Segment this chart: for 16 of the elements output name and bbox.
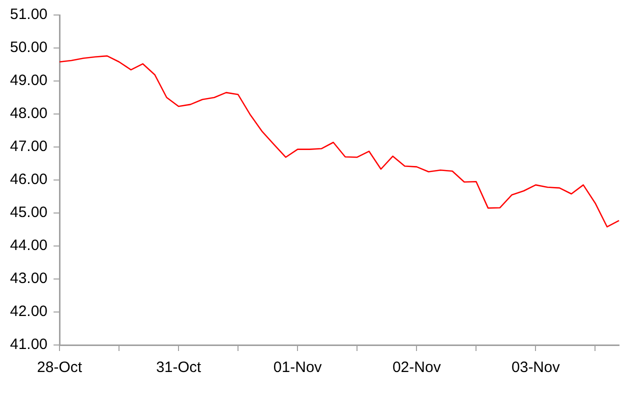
- y-tick-label: 49.00: [10, 72, 48, 90]
- y-tick-label: 47.00: [10, 138, 48, 156]
- x-tick-label: 31-Oct: [156, 359, 202, 376]
- y-tick-label: 46.00: [10, 171, 48, 188]
- y-tick-label: 48.00: [10, 105, 48, 122]
- y-tick-label: 43.00: [10, 270, 48, 288]
- y-tick-label: 45.00: [10, 204, 48, 222]
- y-tick-label: 41.00: [10, 336, 48, 354]
- x-tick-label: 28-Oct: [37, 359, 83, 376]
- x-tick-label: 01-Nov: [273, 359, 322, 376]
- y-tick-label: 50.00: [10, 39, 48, 56]
- y-tick-label: 42.00: [10, 303, 48, 320]
- y-tick-label: 44.00: [10, 237, 48, 254]
- x-tick-label: 02-Nov: [392, 359, 442, 376]
- x-tick-label: 03-Nov: [511, 359, 560, 376]
- y-tick-label: 51.00: [10, 6, 48, 24]
